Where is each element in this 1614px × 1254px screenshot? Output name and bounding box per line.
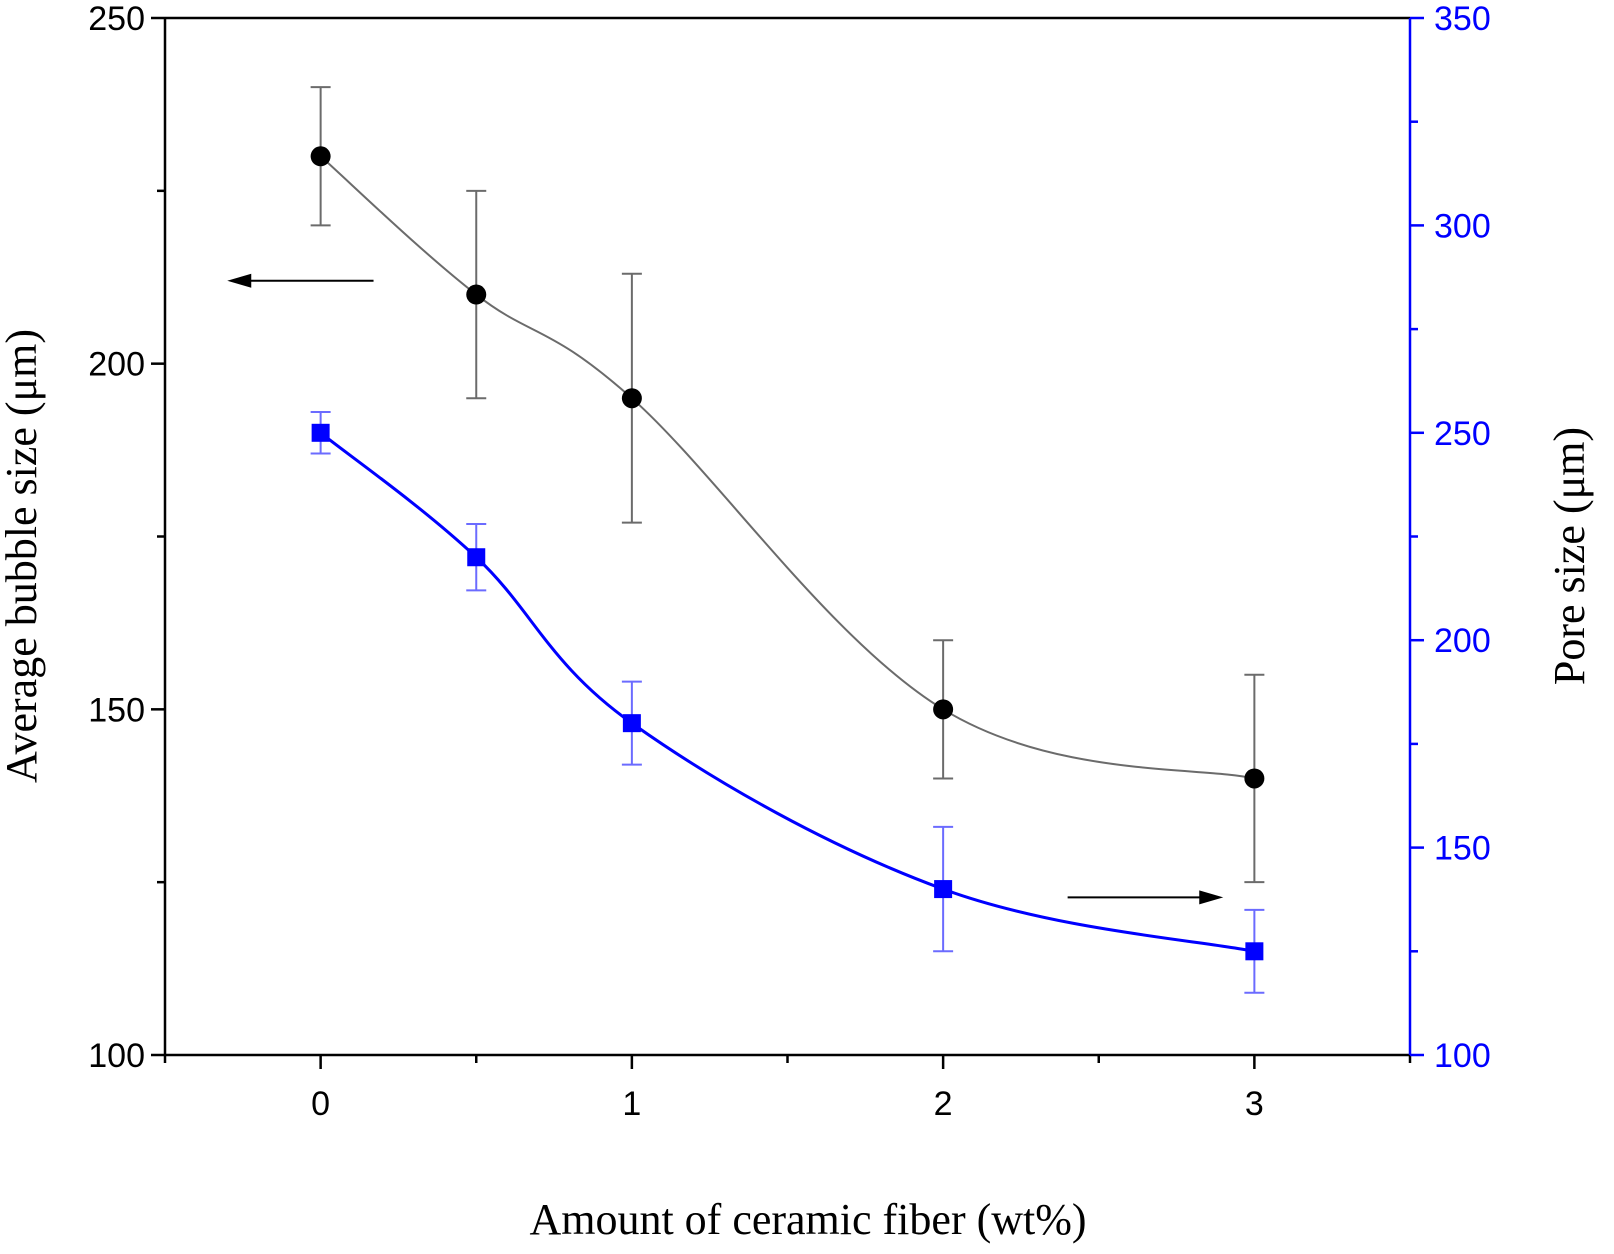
data-point xyxy=(1244,768,1265,789)
data-point xyxy=(467,548,486,567)
x-tick-label: 2 xyxy=(934,1085,953,1123)
y-axis-left-title: Average bubble size (μm) xyxy=(0,329,46,783)
arrow-head xyxy=(1199,890,1224,905)
x-tick-label: 3 xyxy=(1245,1085,1264,1123)
y-left-tick-label: 200 xyxy=(88,346,145,384)
y-left-tick-label: 250 xyxy=(88,0,145,38)
y-left-tick-label: 150 xyxy=(88,691,145,729)
axis-pointer-arrow-left xyxy=(227,273,374,288)
data-point xyxy=(466,284,487,305)
series-line xyxy=(319,155,1255,780)
series-pore-size xyxy=(310,411,1265,994)
y-right-tick-label: 350 xyxy=(1434,0,1491,38)
data-point xyxy=(1245,942,1264,961)
series-line xyxy=(319,431,1255,953)
y-right-tick-label: 200 xyxy=(1434,622,1491,660)
y-right-tick-label: 250 xyxy=(1434,415,1491,453)
x-axis-title: Amount of ceramic fiber (wt%) xyxy=(529,1195,1086,1244)
y-right-tick-label: 150 xyxy=(1434,830,1491,868)
y-left-tick-label: 100 xyxy=(88,1037,145,1075)
annotation-layer xyxy=(227,273,1224,905)
data-point xyxy=(934,880,953,899)
y-axis-right-title: Pore size (μm) xyxy=(1545,427,1594,685)
data-point xyxy=(311,423,330,442)
y-right-tick-label: 100 xyxy=(1434,1037,1491,1075)
data-point xyxy=(933,699,954,720)
y-right-tick-label: 300 xyxy=(1434,207,1491,245)
axis-pointer-arrow-right xyxy=(1067,890,1224,905)
label-layer: Amount of ceramic fiber (wt%) Average bu… xyxy=(0,329,1594,1244)
series-bubble-size xyxy=(310,86,1265,884)
series-layer xyxy=(310,86,1265,994)
data-point xyxy=(310,146,331,167)
data-point xyxy=(622,714,641,733)
arrow-head xyxy=(227,273,252,288)
axes-layer: 0 1 2 3 100 150 200 250 100 150 200 250 300 350 xyxy=(88,0,1490,1123)
data-point xyxy=(621,388,642,409)
x-tick-label: 0 xyxy=(311,1085,330,1123)
x-tick-label: 1 xyxy=(622,1085,641,1123)
